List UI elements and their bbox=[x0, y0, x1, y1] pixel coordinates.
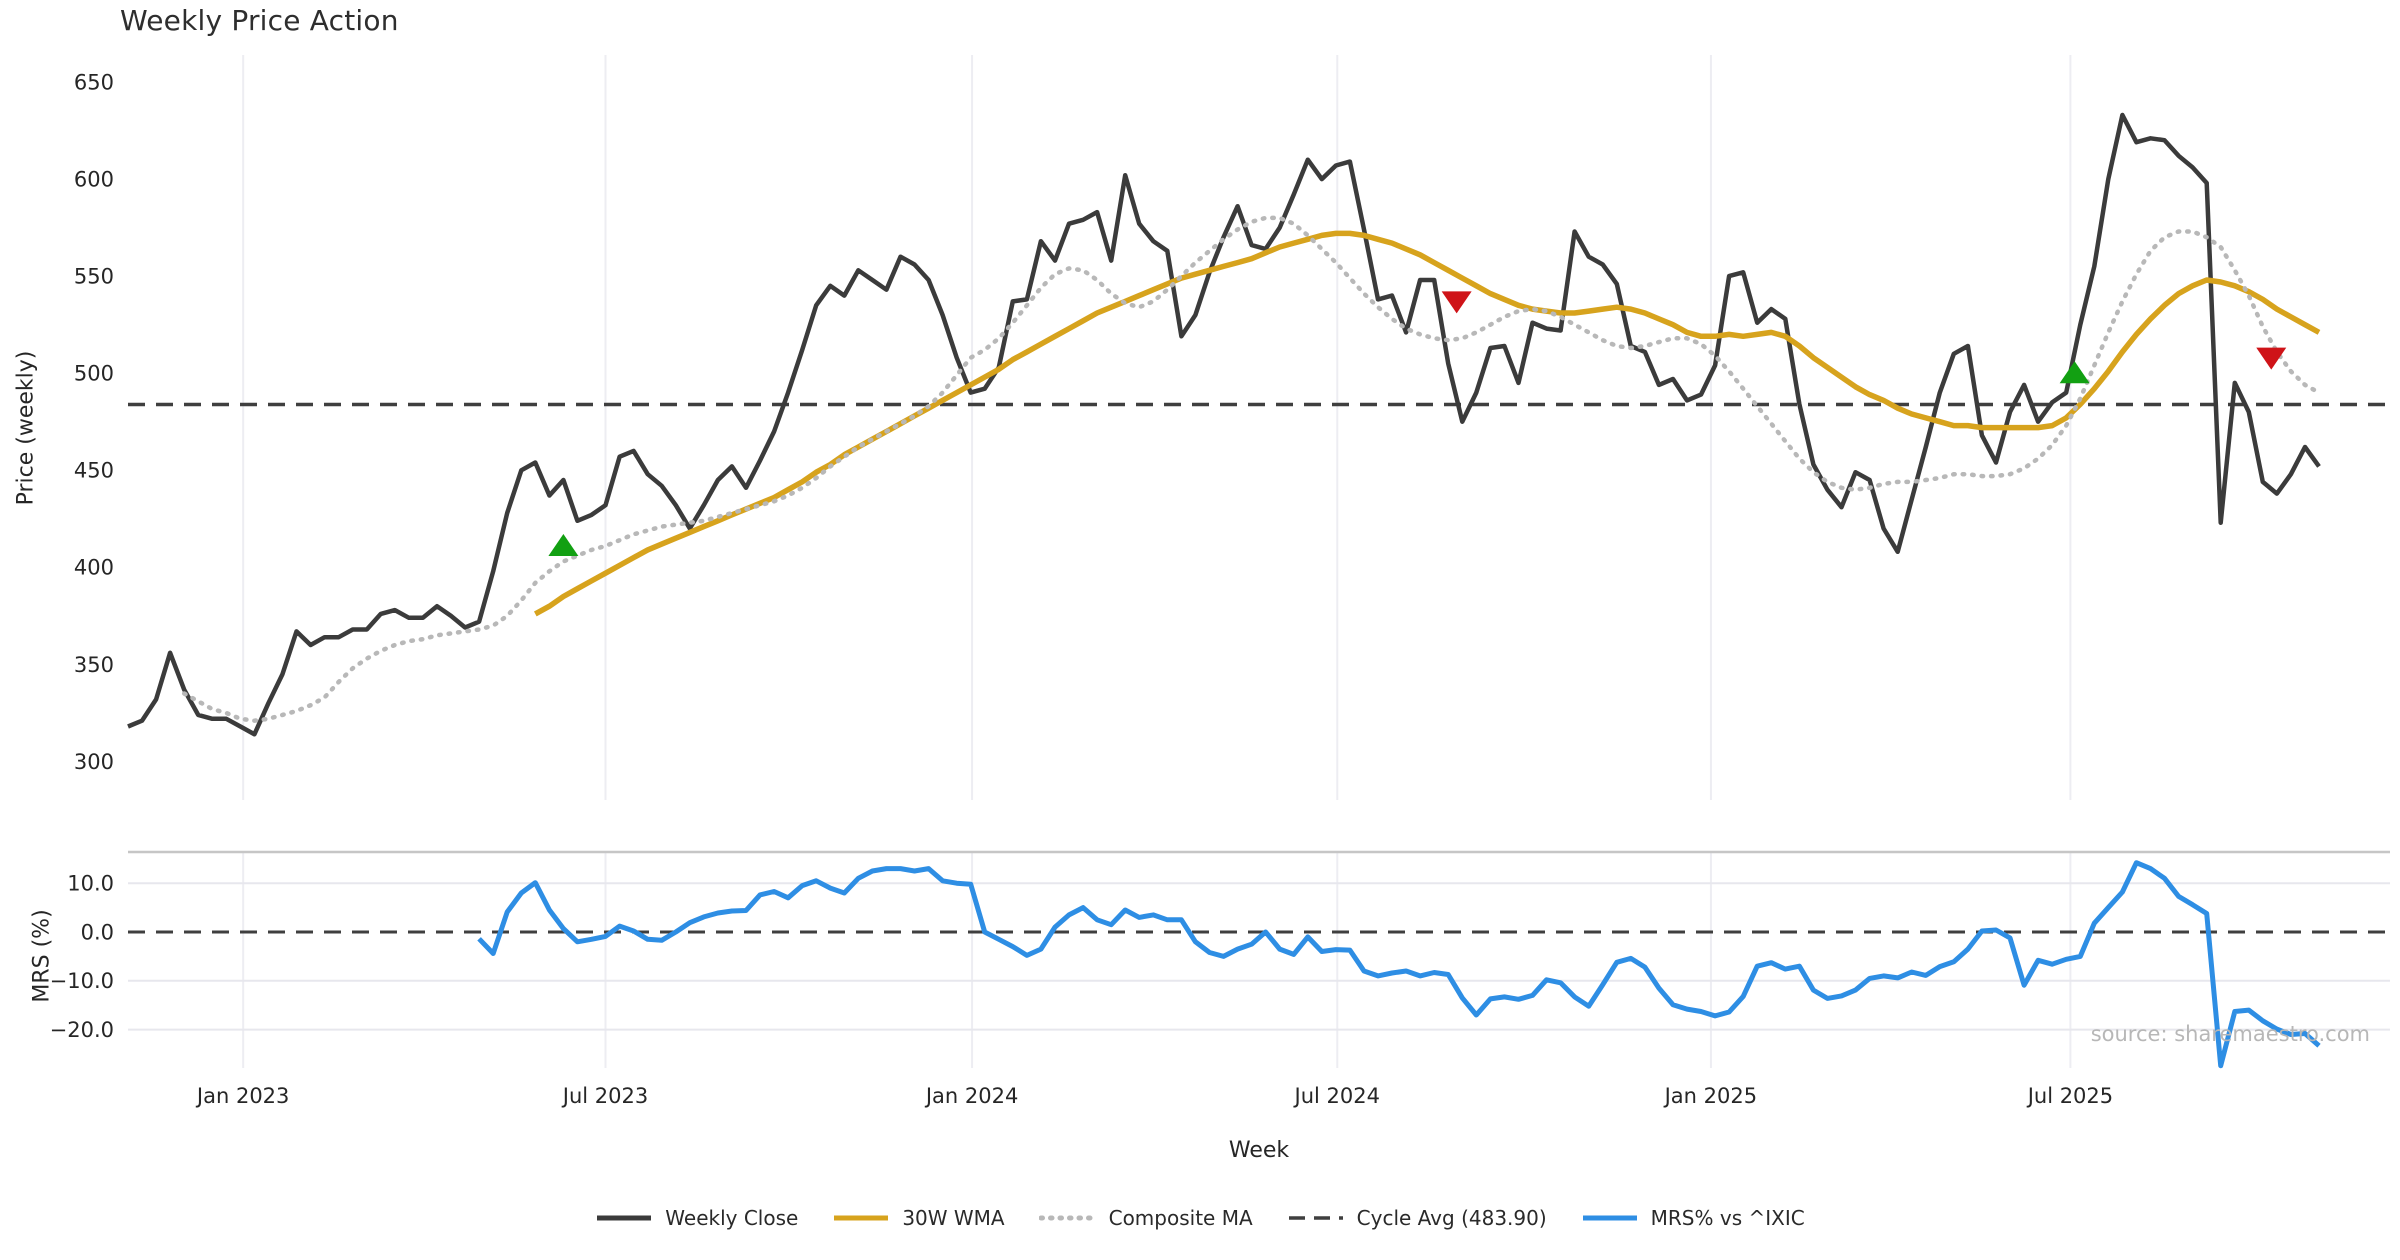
chart-title: Weekly Price Action bbox=[120, 4, 399, 37]
price-tick-label: 450 bbox=[74, 459, 114, 483]
mrs-tick-label: −20.0 bbox=[50, 1018, 114, 1042]
x-tick-label: Jan 2024 bbox=[924, 1084, 1019, 1108]
price-tick-label: 400 bbox=[74, 556, 114, 580]
wma-line bbox=[533, 230, 2321, 617]
price-tick-label: 300 bbox=[74, 750, 114, 774]
x-tick-label: Jul 2023 bbox=[561, 1084, 648, 1108]
legend-item-weekly-close: Weekly Close bbox=[595, 1206, 798, 1230]
price-tick-label: 500 bbox=[74, 362, 114, 386]
price-tick-label: 550 bbox=[74, 264, 114, 288]
x-tick-label: Jan 2025 bbox=[1663, 1084, 1758, 1108]
legend-label: MRS% vs ^IXIC bbox=[1650, 1206, 1805, 1230]
mrs-tick-label: 0.0 bbox=[81, 920, 114, 944]
composite-ma-line bbox=[181, 215, 2322, 723]
mrs-y-axis-title: MRS (%) bbox=[29, 909, 55, 1003]
cycle-avg-dashed-swatch-icon bbox=[1288, 1216, 1343, 1220]
wma-line-swatch-icon bbox=[834, 1215, 889, 1221]
sell-signal-triangle-down-icon bbox=[2256, 347, 2287, 370]
weekly-close-line-swatch-icon bbox=[597, 1215, 652, 1221]
buy-signal-triangle-up-icon bbox=[548, 533, 579, 556]
legend-label: 30W WMA bbox=[902, 1206, 1005, 1230]
legend-label: Composite MA bbox=[1108, 1206, 1253, 1230]
mrs-tick-label: −10.0 bbox=[50, 969, 114, 993]
sell-signal-triangle-down-icon bbox=[1441, 291, 1472, 314]
x-tick-label: Jul 2024 bbox=[1293, 1084, 1380, 1108]
legend: Weekly Close 30W WMA Composite MA Cycle … bbox=[0, 1206, 2400, 1230]
price-tick-label: 350 bbox=[74, 653, 114, 677]
x-tick-label: Jan 2023 bbox=[195, 1084, 290, 1108]
legend-item-30w-wma: 30W WMA bbox=[832, 1206, 1005, 1230]
mrs-line-swatch-icon bbox=[1582, 1215, 1637, 1221]
composite-ma-dotted-swatch-icon bbox=[1038, 1215, 1097, 1221]
mrs-tick-label: 10.0 bbox=[67, 872, 114, 896]
x-axis-title: Week bbox=[1228, 1138, 1290, 1163]
price-tick-label: 650 bbox=[74, 70, 114, 94]
price-y-axis-title: Price (weekly) bbox=[13, 350, 39, 506]
legend-item-composite-ma: Composite MA bbox=[1038, 1206, 1253, 1230]
legend-label: Cycle Avg (483.90) bbox=[1356, 1206, 1547, 1230]
weekly-close-line bbox=[127, 112, 2321, 737]
legend-item-mrs: MRS% vs ^IXIC bbox=[1581, 1206, 1805, 1230]
legend-label: Weekly Close bbox=[665, 1206, 799, 1230]
source-watermark: source: sharemaestro.com bbox=[2090, 1022, 2370, 1046]
price-tick-label: 600 bbox=[74, 167, 114, 191]
x-tick-label: Jul 2025 bbox=[2026, 1084, 2113, 1108]
buy-signal-triangle-up-icon bbox=[2059, 361, 2090, 384]
legend-item-cycle-avg: Cycle Avg (483.90) bbox=[1287, 1206, 1547, 1230]
mrs-line bbox=[477, 860, 2321, 1069]
